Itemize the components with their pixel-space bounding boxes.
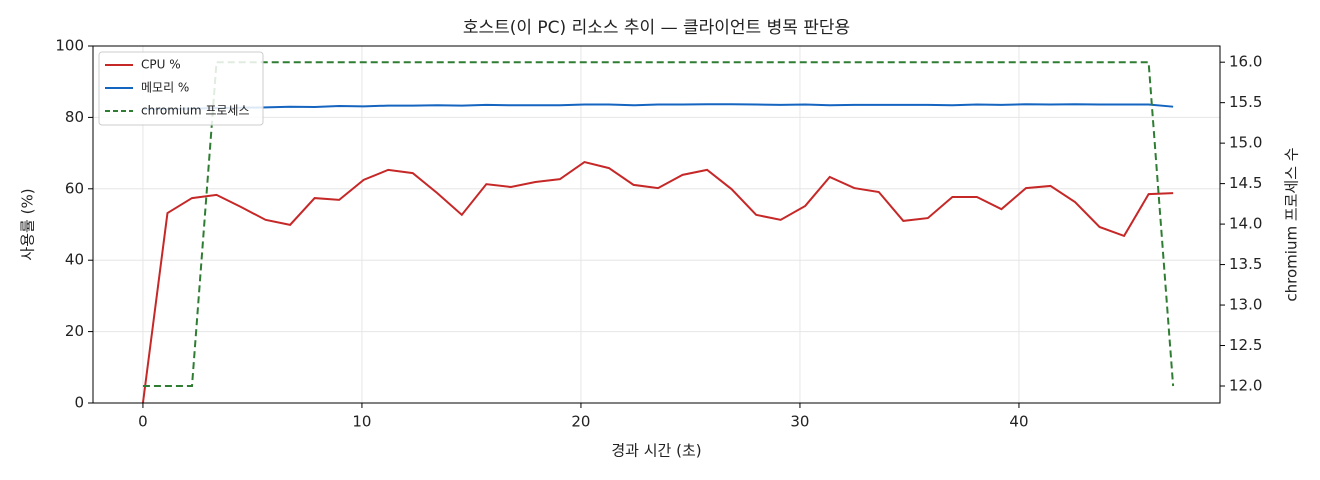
y-tick-label: 0 [74, 394, 84, 412]
legend-box [98, 51, 264, 126]
series-line [142, 61, 1175, 387]
x-tick-label: 10 [352, 413, 371, 431]
chart-title: 호스트(이 PC) 리소스 추이 — 클라이언트 병목 판단용 [463, 18, 850, 38]
y-tick-label: 60 [65, 179, 84, 197]
y2-tick-label: 16.0 [1229, 53, 1262, 71]
series-line [142, 103, 1174, 111]
x-tick-label: 30 [790, 413, 809, 431]
y2-tick-label: 15.0 [1229, 134, 1262, 152]
legend-label: chromium 프로세스 [141, 104, 250, 118]
y2-tick-label: 14.5 [1229, 174, 1262, 192]
x-tick-label: 40 [1009, 413, 1028, 431]
y-tick-label: 80 [65, 108, 84, 126]
y2-tick-label: 14.0 [1229, 215, 1262, 233]
y2-axis-label: chromium 프로세스 수 [1283, 147, 1301, 301]
legend-label: 메모리 % [141, 81, 189, 95]
y2-tick-label: 15.5 [1229, 93, 1262, 111]
y-tick-label: 20 [65, 322, 84, 340]
y2-tick-label: 13.5 [1229, 255, 1262, 273]
x-axis-label: 경과 시간 (초) [611, 442, 701, 460]
legend-label: CPU % [141, 58, 181, 72]
y2-tick-label: 13.0 [1229, 296, 1262, 314]
y2-tick-label: 12.0 [1229, 377, 1262, 395]
plot-frame [92, 45, 1221, 404]
series-line [141, 160, 1174, 404]
y2-tick-label: 12.5 [1229, 336, 1262, 354]
x-tick-label: 20 [571, 413, 590, 431]
y-tick-label: 40 [65, 251, 84, 269]
y-axis-label: 사용률 (%) [19, 188, 37, 260]
y-tick-label: 100 [55, 37, 84, 55]
x-tick-label: 0 [138, 413, 148, 431]
